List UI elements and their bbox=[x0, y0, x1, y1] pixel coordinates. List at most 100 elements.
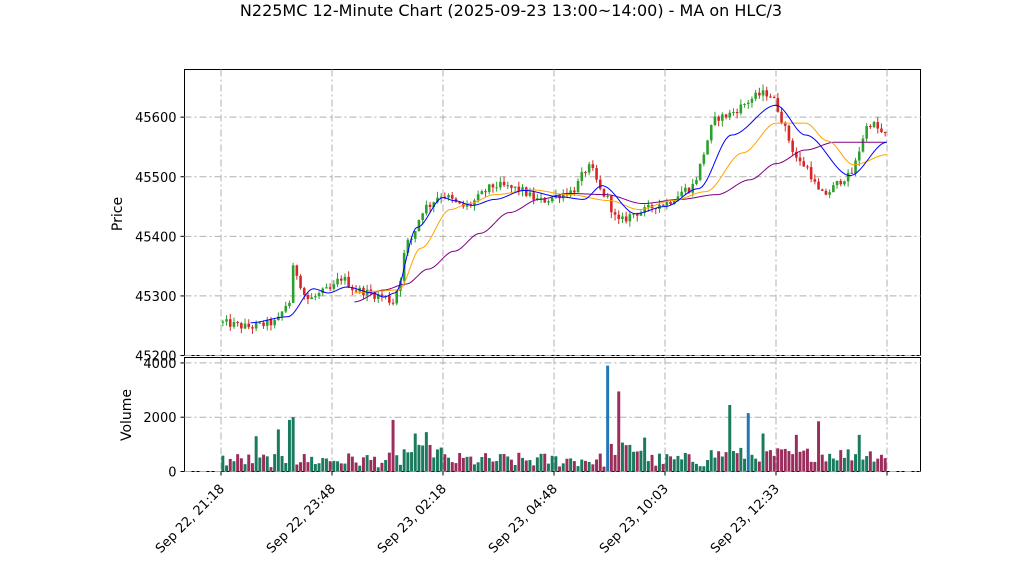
volume-bar bbox=[720, 456, 724, 472]
volume-bars bbox=[221, 365, 887, 472]
volume-bar bbox=[321, 458, 325, 472]
candle-body bbox=[832, 185, 835, 193]
volume-bar bbox=[817, 421, 821, 472]
volume-bar bbox=[221, 455, 225, 472]
volume-bar bbox=[280, 456, 284, 472]
candle-body bbox=[820, 189, 824, 191]
candle-body bbox=[532, 192, 535, 200]
candle-body bbox=[695, 179, 698, 184]
volume-bar bbox=[717, 451, 721, 472]
volume-bar bbox=[620, 442, 624, 472]
volume-bar bbox=[883, 458, 887, 472]
candle-body bbox=[850, 172, 854, 174]
volume-gridlines bbox=[184, 357, 921, 472]
volume-bar bbox=[657, 453, 661, 472]
volume-bar bbox=[846, 449, 850, 472]
candle-body bbox=[236, 322, 239, 324]
candle-body bbox=[317, 293, 321, 297]
volume-bar bbox=[439, 447, 443, 472]
candle-body bbox=[732, 112, 735, 114]
volume-bar bbox=[561, 463, 565, 472]
volume-bar bbox=[550, 455, 554, 472]
volume-bar bbox=[780, 449, 784, 472]
candle-body bbox=[380, 294, 384, 297]
x-tick-label: Sep 23, 12:33 bbox=[708, 482, 783, 557]
candle-body bbox=[543, 197, 547, 203]
volume-bar bbox=[772, 455, 776, 472]
volume-bar bbox=[868, 451, 872, 472]
volume-bar bbox=[572, 461, 576, 472]
volume-bar bbox=[798, 451, 802, 472]
volume-bar bbox=[835, 460, 839, 472]
volume-bar bbox=[491, 461, 495, 472]
candle-body bbox=[351, 287, 354, 291]
candle-body bbox=[813, 179, 817, 182]
ma-fast-line bbox=[250, 104, 888, 324]
volume-bar bbox=[269, 467, 273, 472]
candle-body bbox=[843, 181, 846, 185]
candle-body bbox=[717, 116, 720, 121]
candle-body bbox=[869, 126, 872, 128]
candle-body bbox=[243, 323, 247, 329]
volume-bar bbox=[417, 444, 421, 472]
volume-bar bbox=[236, 454, 240, 472]
volume-bar bbox=[395, 455, 399, 472]
candle-body bbox=[421, 213, 424, 221]
candle-body bbox=[343, 276, 347, 281]
candle-body bbox=[247, 323, 251, 328]
volume-bar bbox=[302, 454, 306, 472]
candle-body bbox=[728, 112, 732, 118]
price-panel-frame bbox=[184, 69, 921, 356]
candle-body bbox=[513, 186, 517, 188]
volume-bar bbox=[569, 458, 573, 472]
volume-bar bbox=[854, 454, 858, 472]
candle-body bbox=[624, 216, 628, 222]
volume-bar bbox=[299, 462, 303, 472]
volume-bar bbox=[310, 456, 314, 472]
volume-bar bbox=[624, 445, 628, 472]
candle-body bbox=[550, 197, 554, 202]
candle-body bbox=[413, 231, 417, 239]
volume-bar bbox=[513, 464, 517, 472]
volume-bar bbox=[698, 466, 702, 472]
candle-body bbox=[861, 138, 865, 152]
volume-bar bbox=[735, 453, 739, 472]
candle-body bbox=[310, 297, 313, 300]
volume-bar bbox=[776, 448, 780, 472]
volume-bar bbox=[865, 456, 869, 472]
volume-tick-label: 0 bbox=[168, 466, 176, 481]
candle-body bbox=[691, 183, 695, 193]
price-gridlines bbox=[184, 69, 921, 356]
candle-body bbox=[587, 164, 591, 173]
volume-bar bbox=[787, 451, 791, 472]
volume-bar bbox=[609, 443, 613, 472]
volume-bar bbox=[850, 460, 854, 472]
candle-body bbox=[610, 195, 613, 213]
candle-body bbox=[876, 122, 880, 129]
volume-tick-label: 4000 bbox=[143, 357, 176, 372]
volume-bar bbox=[421, 445, 425, 472]
candle-body bbox=[787, 125, 791, 141]
candle-body bbox=[591, 164, 595, 169]
candle-body bbox=[676, 196, 680, 202]
volume-bar bbox=[458, 453, 462, 472]
volume-bar bbox=[347, 453, 351, 472]
volume-bar bbox=[469, 456, 473, 472]
volume-bar bbox=[665, 454, 669, 472]
volume-bar bbox=[554, 456, 558, 472]
price-panel: 45200 45300 45400 45500 45600 Price bbox=[110, 69, 921, 365]
volume-bar bbox=[391, 419, 395, 472]
volume-bar bbox=[809, 461, 813, 472]
volume-bar bbox=[465, 456, 469, 472]
candle-body bbox=[754, 92, 757, 99]
volume-bar bbox=[287, 419, 291, 472]
volume-bar bbox=[454, 463, 458, 472]
x-tick-label: Sep 23, 04:48 bbox=[486, 482, 561, 557]
volume-bar bbox=[254, 436, 258, 472]
volume-bar bbox=[632, 451, 636, 472]
candle-body bbox=[684, 187, 687, 192]
candle-body bbox=[339, 278, 343, 281]
candle-body bbox=[373, 292, 376, 299]
candle-body bbox=[336, 278, 339, 285]
volume-bar bbox=[532, 465, 536, 472]
